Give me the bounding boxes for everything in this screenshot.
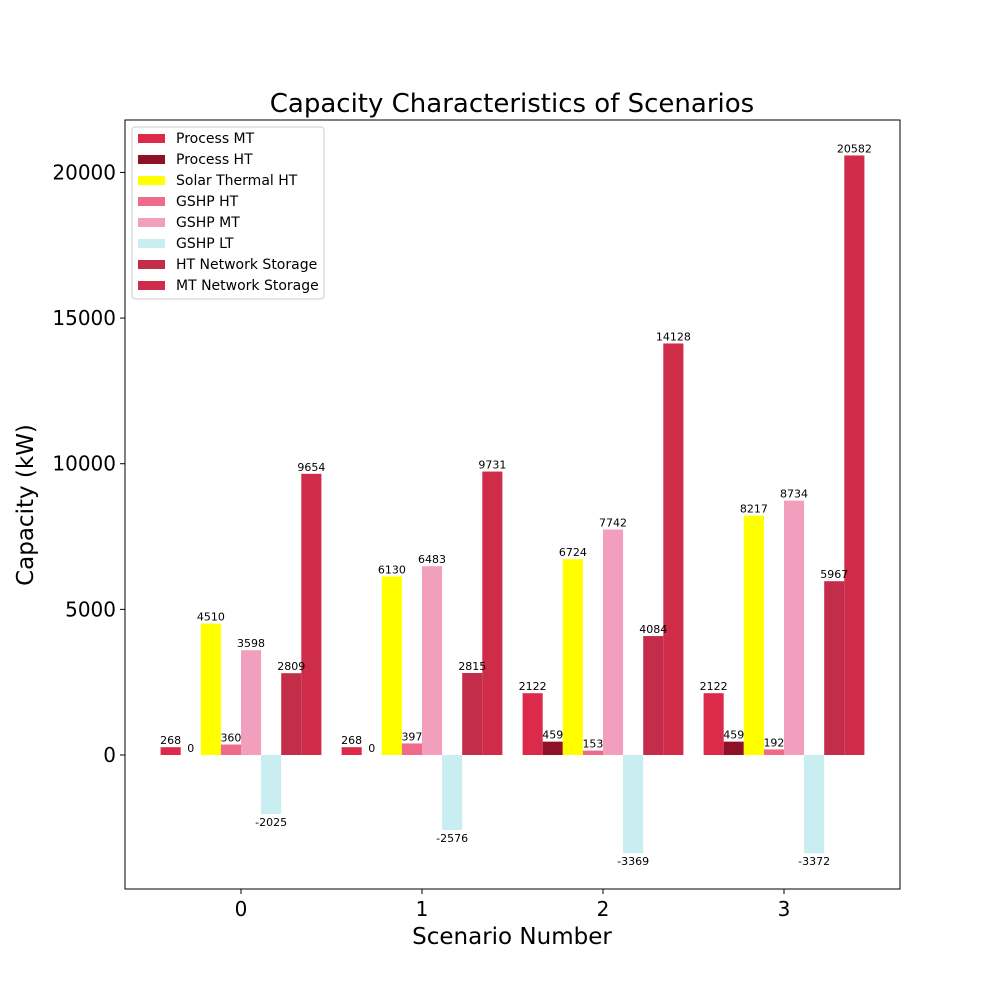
- bar-gshp-ht-scenario-1: [401, 743, 422, 756]
- legend-swatch: [138, 260, 165, 269]
- bar-mt-network-storage-scenario-1: [482, 471, 503, 756]
- data-label: 5967: [820, 568, 848, 581]
- data-label: 459: [542, 729, 563, 742]
- legend-label: GSHP HT: [176, 194, 239, 210]
- y-tick-label: 10000: [52, 452, 116, 476]
- bar-mt-network-storage-scenario-2: [663, 343, 684, 756]
- data-label: 8217: [740, 503, 768, 516]
- bars-group: [160, 155, 865, 854]
- legend-label: Solar Thermal HT: [176, 173, 298, 189]
- data-label: 2122: [700, 680, 728, 693]
- bar-gshp-mt-scenario-1: [422, 566, 443, 756]
- data-labels-group: 268 268 2122 2122 0 0 459 459 4510 6130 6724 8217 36…: [160, 142, 872, 868]
- data-label: 2122: [519, 680, 547, 693]
- data-label: -2576: [436, 832, 468, 845]
- plot-area-frame: [124, 119, 901, 890]
- legend-label: Process MT: [176, 131, 255, 147]
- data-label: 0: [368, 742, 375, 755]
- data-label: -3369: [617, 855, 649, 868]
- x-tick-label: 1: [416, 897, 429, 921]
- legend-swatch: [138, 197, 165, 206]
- data-label: 6483: [418, 553, 446, 566]
- bar-gshp-ht-scenario-2: [582, 750, 603, 756]
- y-axis-label: Capacity (kW): [13, 424, 39, 586]
- bar-process-ht-scenario-2: [542, 741, 563, 756]
- bar-gshp-lt-scenario-2: [623, 755, 644, 854]
- bar-gshp-lt-scenario-3: [804, 755, 825, 854]
- legend: Process MT Process HT Solar Thermal HT GSHP…: [131, 126, 325, 300]
- bar-ht-network-storage-scenario-0: [281, 673, 302, 756]
- bar-solar-thermal-ht-scenario-1: [381, 576, 402, 756]
- data-label: -3372: [798, 855, 830, 868]
- bar-process-mt-scenario-2: [522, 693, 543, 756]
- data-label: 397: [401, 730, 422, 743]
- data-label: 6724: [559, 546, 587, 559]
- bar-process-mt-scenario-0: [160, 747, 181, 756]
- data-label: 7742: [599, 516, 627, 529]
- data-label: 0: [187, 742, 194, 755]
- bar-ht-network-storage-scenario-3: [824, 581, 845, 756]
- data-label: 20582: [837, 142, 872, 155]
- x-tick-label: 2: [597, 897, 610, 921]
- bar-gshp-ht-scenario-3: [763, 749, 784, 756]
- bar-ht-network-storage-scenario-1: [462, 673, 483, 756]
- x-tick-label: 3: [778, 897, 791, 921]
- legend-label: HT Network Storage: [176, 257, 317, 273]
- bar-solar-thermal-ht-scenario-3: [743, 515, 764, 756]
- data-label: 153: [582, 738, 603, 751]
- bar-solar-thermal-ht-scenario-0: [200, 623, 221, 756]
- legend-swatch: [138, 176, 165, 185]
- bar-gshp-mt-scenario-0: [241, 650, 262, 756]
- bar-gshp-mt-scenario-2: [603, 529, 624, 756]
- legend-label: MT Network Storage: [176, 278, 319, 294]
- legend-box: [131, 126, 325, 300]
- data-label: 459: [723, 729, 744, 742]
- data-label: 4084: [639, 623, 667, 636]
- bar-gshp-lt-scenario-0: [261, 755, 282, 814]
- bar-solar-thermal-ht-scenario-2: [562, 559, 583, 756]
- x-tick-label: 0: [235, 897, 248, 921]
- legend-swatch: [138, 239, 165, 248]
- data-label: 9654: [297, 461, 325, 474]
- bar-process-mt-scenario-1: [341, 747, 362, 756]
- legend-swatch: [138, 218, 165, 227]
- legend-swatch: [138, 281, 165, 290]
- data-label: 268: [341, 734, 362, 747]
- bar-mt-network-storage-scenario-0: [301, 473, 322, 756]
- data-label: -2025: [255, 816, 287, 829]
- data-label: 6130: [378, 563, 406, 576]
- data-label: 192: [763, 736, 784, 749]
- y-tick-label: 15000: [52, 306, 116, 330]
- legend-label: GSHP LT: [176, 236, 234, 252]
- data-label: 8734: [780, 488, 808, 501]
- x-axis: 0 1 2 3: [235, 889, 791, 921]
- bar-process-mt-scenario-3: [703, 693, 724, 756]
- y-axis: 0 5000 10000 15000 20000: [52, 160, 125, 767]
- bar-ht-network-storage-scenario-2: [643, 636, 664, 756]
- legend-swatch: [138, 155, 165, 164]
- y-tick-label: 20000: [52, 160, 116, 184]
- legend-label: GSHP MT: [176, 215, 240, 231]
- y-tick-label: 5000: [65, 597, 116, 621]
- data-label: 360: [220, 732, 241, 745]
- data-label: 14128: [656, 330, 691, 343]
- bar-gshp-lt-scenario-1: [442, 755, 463, 831]
- legend-label: Process HT: [176, 152, 253, 168]
- data-label: 3598: [237, 637, 265, 650]
- data-label: 9731: [478, 459, 506, 472]
- data-label: 4510: [197, 611, 225, 624]
- x-axis-label: Scenario Number: [412, 924, 612, 950]
- legend-swatch: [138, 134, 165, 143]
- bar-mt-network-storage-scenario-3: [844, 155, 865, 756]
- bar-gshp-ht-scenario-0: [220, 744, 241, 756]
- data-label: 2809: [277, 660, 305, 673]
- bar-gshp-mt-scenario-3: [784, 500, 805, 756]
- data-label: 268: [160, 734, 181, 747]
- chart-title: Capacity Characteristics of Scenarios: [270, 89, 754, 119]
- bar-process-ht-scenario-3: [723, 741, 744, 756]
- data-label: 2815: [458, 660, 486, 673]
- y-tick-label: 0: [103, 743, 116, 767]
